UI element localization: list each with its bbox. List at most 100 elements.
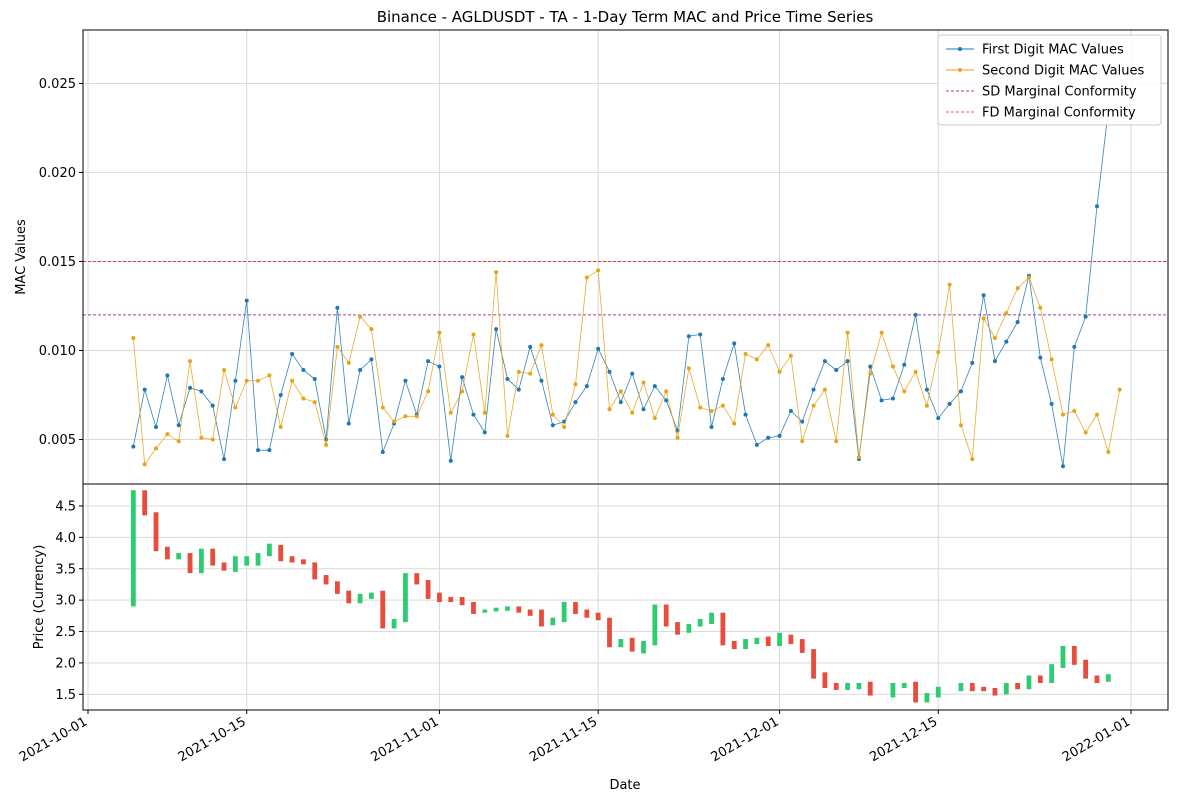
series-point [199,389,204,394]
series-point [448,458,453,463]
series-point [788,353,793,358]
series-point [652,416,657,421]
series-point [766,435,771,440]
series-point [879,330,884,335]
price-candle [833,683,839,690]
series-point [165,432,170,437]
mac-y-tick-label: 0.015 [39,255,76,270]
series-point [1026,275,1031,280]
price-candle [1060,645,1066,668]
legend-label: First Digit MAC Values [982,43,1124,58]
series-point [222,368,227,373]
series-point [584,384,589,389]
price-candle [765,636,771,646]
price-candle [527,609,533,616]
price-candle [437,592,442,603]
series-point [176,423,181,428]
series-point [777,369,782,374]
price-candle [164,546,170,560]
price-candle [357,593,363,604]
price-candle [573,602,578,614]
legend-label: FD Marginal Conformity [982,106,1136,121]
series-point [890,364,895,369]
mac-panel: 0.005 0.010 0.015 0.020 0.025 MAC Values Fir… [14,29,1169,485]
series-point [902,389,907,394]
series-point [845,330,850,335]
series-point [233,405,238,410]
series-point [392,419,397,424]
price-candle [720,612,726,646]
series-point [913,312,918,317]
series-point [743,352,748,357]
price-candle [312,562,318,580]
series-point [641,380,646,385]
series-point [188,385,193,390]
price-candle [595,612,601,621]
price-candle [346,590,352,604]
series-point [528,371,533,376]
price-candle [686,623,692,633]
series-point [1049,357,1054,362]
series-point [290,378,295,383]
price-candle [856,683,862,690]
series-point [902,362,907,367]
series-line [132,110,1109,467]
series-point [505,376,510,381]
series-point [1049,401,1054,406]
series-point [618,389,623,394]
series-point [494,327,499,332]
price-candle [652,604,658,646]
x-axis-ticks: 2021-10-01 2021-10-15 2021-11-01 2021-11-15… [17,710,1133,765]
price-candle [289,556,295,563]
series-point [142,387,147,392]
x-axis-label: Date [609,778,640,793]
price-candle [924,693,930,703]
price-y-axis-label: Price (Currency) [32,545,47,650]
price-candle [550,617,556,626]
price-candle [471,602,476,614]
series-point [267,448,272,453]
series-point [267,373,272,378]
series-point [618,400,623,405]
x-tick-label: 2022-01-01 [1060,714,1133,765]
series-point [664,398,669,403]
price-candle [641,640,646,654]
series-point [528,344,533,349]
series-point [199,435,204,440]
price-candle [335,581,340,594]
series-point [811,403,816,408]
price-candle [176,553,182,560]
price-candle [1094,675,1100,684]
series-point [437,364,442,369]
series-point [1083,314,1088,319]
series-point [471,412,476,417]
series-point [981,316,986,321]
price-candle [266,543,272,557]
series-point [233,378,238,383]
price-candle [743,639,748,650]
series-point [154,425,159,430]
series-point [256,378,261,383]
series-point [448,410,453,415]
series-point [811,387,816,392]
price-candle [958,683,964,692]
series-point [664,389,669,394]
series-point [1094,412,1099,417]
price-candle [187,553,193,574]
series-point [154,446,159,451]
legend-box [937,34,1162,126]
series-point [754,357,759,362]
series-point [1038,305,1043,310]
series-point [698,405,703,410]
price-candle [1049,664,1055,684]
price-candle [675,622,680,635]
series-point [868,371,873,376]
series-point [732,421,737,426]
series-point [743,412,748,417]
price-candle [777,632,782,646]
mac-reference-lines [83,261,1168,316]
mac-y-ticks: 0.005 0.010 0.015 0.020 0.025 [39,77,83,448]
series-point [1083,430,1088,435]
series-point [720,403,725,408]
